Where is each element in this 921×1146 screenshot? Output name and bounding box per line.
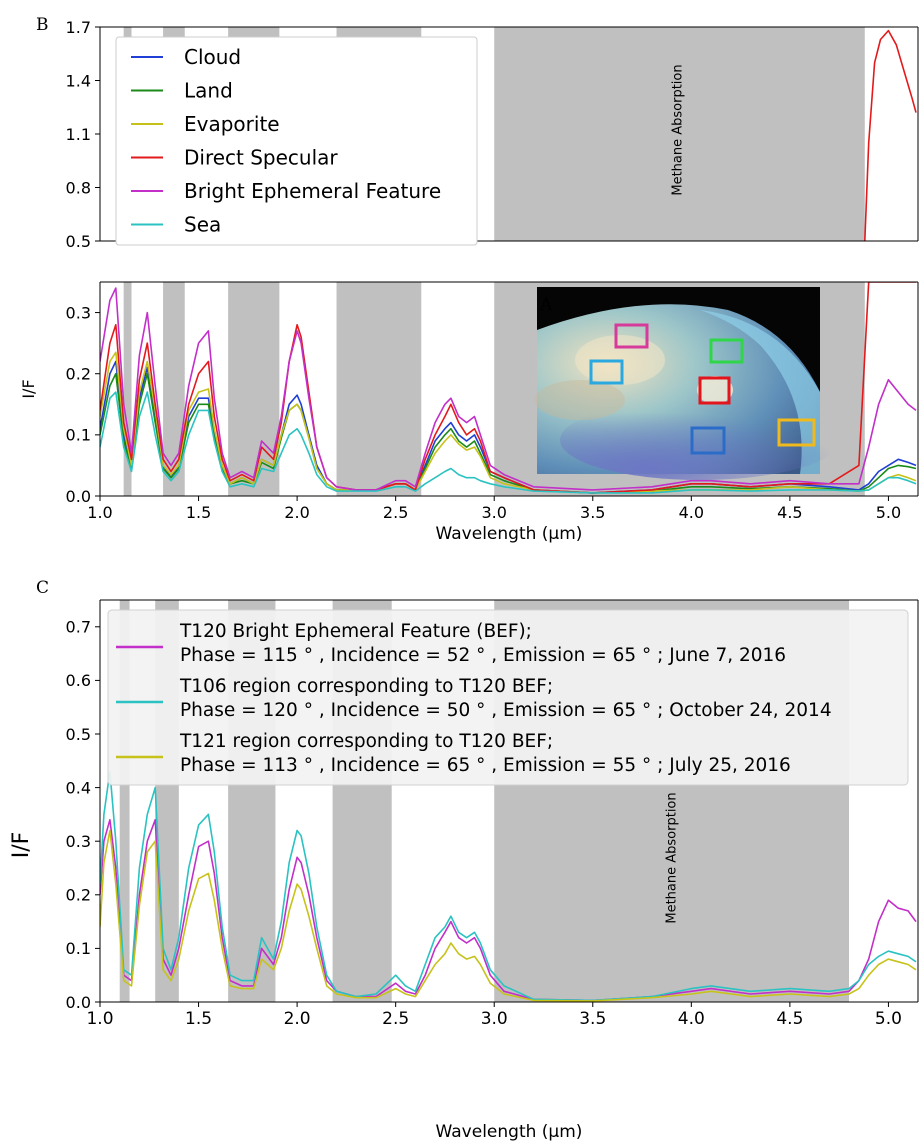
panel-b-top-ytick-label: 0.8: [66, 178, 91, 197]
panel-c-xtick-label: 4.0: [678, 1009, 705, 1029]
panel-c-plot: 1.0 1.5 2.0 2.5 3.0 3.5 4.0 4.5 5.0 0.0 0.1 0.2 0.3…: [9, 599, 919, 1142]
panel-c-ytick-label: 0.1: [66, 939, 91, 958]
panel-b-bottom-series: [100, 282, 917, 494]
panel-b-bottom-xtick-label: 4.5: [777, 503, 802, 522]
panel-c-ytick-label: 0.0: [66, 993, 91, 1012]
panel-c-ytick-label: 0.6: [66, 671, 91, 690]
panel-c-band-0: [119, 600, 130, 1002]
panel-b-methane-label: Methane Absorption: [670, 64, 685, 195]
legend-label-sea: Sea: [184, 213, 221, 237]
panel-c-letter: C: [36, 578, 49, 598]
panel-b-bottom-ytick-label: 0.0: [66, 487, 91, 506]
panel-c-yticks: 0.0 0.1 0.2 0.3 0.4 0.5 0.6 0.7: [66, 618, 100, 1012]
legend-entry-line1: T121 region corresponding to T120 BEF;: [179, 731, 553, 752]
panel-c-ytick-label: 0.4: [66, 778, 91, 797]
panel-c-series: [100, 770, 917, 1002]
panel-c-xtick-label: 1.0: [86, 1009, 113, 1029]
panel-c-xtick-label: 2.5: [382, 1009, 409, 1029]
panel-c-axes: [99, 599, 919, 1003]
panel-c-xtick-label: 3.5: [579, 1009, 606, 1029]
panel-c-xticks: 1.0 1.5 2.0 2.5 3.0 3.5 4.0 4.5 5.0: [86, 1002, 902, 1029]
series-line-sea: [100, 391, 917, 494]
legend-entry-line1: T120 Bright Ephemeral Feature (BEF);: [179, 621, 532, 642]
panel-b-bottom-band-1: [163, 282, 185, 496]
panel-b-top-ytick-label: 1.7: [66, 18, 91, 37]
panel-b-bottom-xtick-label: 3.5: [580, 503, 605, 522]
panel-c-ylabel: I/F: [9, 832, 34, 859]
panel-c-xtick-label: 4.5: [776, 1009, 803, 1029]
panel-b-top-plot: 0.5 0.8 1.1 1.4 1.7 Methane Absorption Cloud…: [66, 18, 919, 251]
inset-box-cyan: [589, 359, 624, 385]
panel-b-bottom-band-3: [336, 282, 422, 496]
panel-b-bottom-xtick-label: 3.0: [481, 503, 506, 522]
panel-b-bottom-band-0: [123, 282, 132, 496]
panel-b-top-series: [864, 29, 917, 241]
panel-c-xtick-label: 1.5: [185, 1009, 212, 1029]
panel-b-bottom-ytick-label: 0.2: [66, 364, 91, 383]
inset-box-magenta: [614, 323, 649, 349]
legend-label-bright-ephemeral-feature: Bright Ephemeral Feature: [184, 179, 441, 203]
panel-b-legend: Cloud Land Evaporite Direct Specular Bright …: [115, 36, 478, 246]
panel-c-ytick-label: 0.7: [66, 618, 91, 637]
panel-b-top-ytick-label: 1.1: [66, 125, 91, 144]
legend-box: [115, 36, 478, 246]
inset-titan-image: A: [535, 287, 840, 480]
legend-entry-line2: Phase = 120 ° , Incidence = 50 ° , Emiss…: [180, 700, 832, 721]
panel-b-bottom-band-2: [228, 282, 280, 496]
series-line-bright-ephemeral-feature: [100, 287, 917, 491]
panel-b-bottom-xtick-label: 1.0: [87, 503, 112, 522]
inset-box-blue: [690, 426, 726, 455]
inset-box-yellow: [777, 418, 816, 447]
panel-b-letter: B: [36, 15, 49, 35]
legend-label-cloud: Cloud: [184, 45, 241, 69]
series-line-t121-region-corresponding-to-t120-bef: [100, 829, 917, 1002]
series-line-t106-region-corresponding-to-t120-bef: [100, 770, 917, 1002]
legend-label-evaporite: Evaporite: [184, 112, 280, 136]
panel-c-xlabel: Wavelength (μm): [436, 1122, 583, 1142]
panel-b-top-ytick-label: 0.5: [66, 232, 91, 251]
panel-c-ytick-label: 0.3: [66, 832, 91, 851]
panel-b-bottom-ytick-label: 0.1: [66, 426, 91, 445]
panel-b-bottom-xticks: 1.0 1.5 2.0 2.5 3.0 3.5 4.0 4.5 5.0: [87, 496, 901, 522]
panel-c-legend: T120 Bright Ephemeral Feature (BEF); Pha…: [107, 609, 909, 786]
panel-c-xtick-label: 2.0: [284, 1009, 311, 1029]
inset-box-green: [709, 338, 744, 364]
panel-c-ytick-label: 0.2: [66, 886, 91, 905]
panel-b-bottom-xtick-label: 1.5: [186, 503, 211, 522]
panel-b-bottom-xtick-label: 4.0: [679, 503, 704, 522]
legend-box: [107, 609, 909, 786]
panel-b-top-yticks: 0.5 0.8 1.1 1.4 1.7: [66, 18, 100, 251]
panel-c-ytick-label: 0.5: [66, 725, 91, 744]
panel-b-bottom-xtick-label: 2.0: [284, 503, 309, 522]
panel-b-ylabel: I/F: [19, 379, 38, 398]
panel-c-xtick-label: 5.0: [875, 1009, 902, 1029]
panel-b-xlabel: Wavelength (μm): [436, 524, 583, 544]
legend-label-direct-specular: Direct Specular: [184, 146, 338, 170]
panel-b-bottom-xtick-label: 2.5: [383, 503, 408, 522]
legend-entry-line1: T106 region corresponding to T120 BEF;: [179, 676, 553, 697]
legend-entry-line2: Phase = 115 ° , Incidence = 52 ° , Emiss…: [180, 645, 786, 666]
panel-c-xtick-label: 3.0: [481, 1009, 508, 1029]
panel-b-top-band-4: [494, 27, 865, 241]
panel-b-bottom-axes: [99, 281, 919, 497]
panel-b-bottom-yticks: 0.0 0.1 0.2 0.3: [66, 303, 100, 506]
legend-entry-line2: Phase = 113 ° , Incidence = 65 ° , Emiss…: [180, 755, 791, 776]
panel-b-bottom-xtick-label: 5.0: [876, 503, 901, 522]
panel-c-methane-label: Methane Absorption: [665, 792, 680, 923]
inset-box-red: [698, 376, 731, 405]
panel-b-bottom-ytick-label: 0.3: [66, 303, 91, 322]
legend-label-land: Land: [184, 79, 233, 103]
panel-a-letter: A: [539, 295, 553, 315]
series-line-direct-specular: [864, 29, 917, 241]
panel-b-top-ytick-label: 1.4: [66, 71, 91, 90]
